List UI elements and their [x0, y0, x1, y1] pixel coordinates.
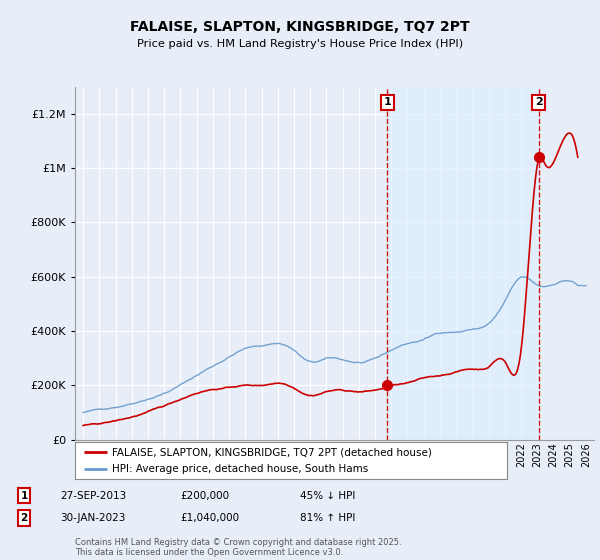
- Text: 30-JAN-2023: 30-JAN-2023: [60, 513, 125, 523]
- Text: 1: 1: [20, 491, 28, 501]
- Bar: [387, 87, 539, 440]
- Text: 45% ↓ HPI: 45% ↓ HPI: [300, 491, 355, 501]
- Text: 81% ↑ HPI: 81% ↑ HPI: [300, 513, 355, 523]
- Text: HPI: Average price, detached house, South Hams: HPI: Average price, detached house, Sout…: [112, 464, 368, 474]
- Text: 2: 2: [535, 97, 542, 108]
- Text: 1: 1: [383, 97, 391, 108]
- Text: 27-SEP-2013: 27-SEP-2013: [60, 491, 126, 501]
- Text: FALAISE, SLAPTON, KINGSBRIDGE, TQ7 2PT (detached house): FALAISE, SLAPTON, KINGSBRIDGE, TQ7 2PT (…: [112, 447, 431, 457]
- Text: £1,040,000: £1,040,000: [180, 513, 239, 523]
- Bar: [539, 87, 594, 440]
- Text: Price paid vs. HM Land Registry's House Price Index (HPI): Price paid vs. HM Land Registry's House …: [137, 39, 463, 49]
- Text: FALAISE, SLAPTON, KINGSBRIDGE, TQ7 2PT: FALAISE, SLAPTON, KINGSBRIDGE, TQ7 2PT: [130, 20, 470, 34]
- Text: £200,000: £200,000: [180, 491, 229, 501]
- Text: 2: 2: [20, 513, 28, 523]
- Text: Contains HM Land Registry data © Crown copyright and database right 2025.
This d: Contains HM Land Registry data © Crown c…: [75, 538, 401, 557]
